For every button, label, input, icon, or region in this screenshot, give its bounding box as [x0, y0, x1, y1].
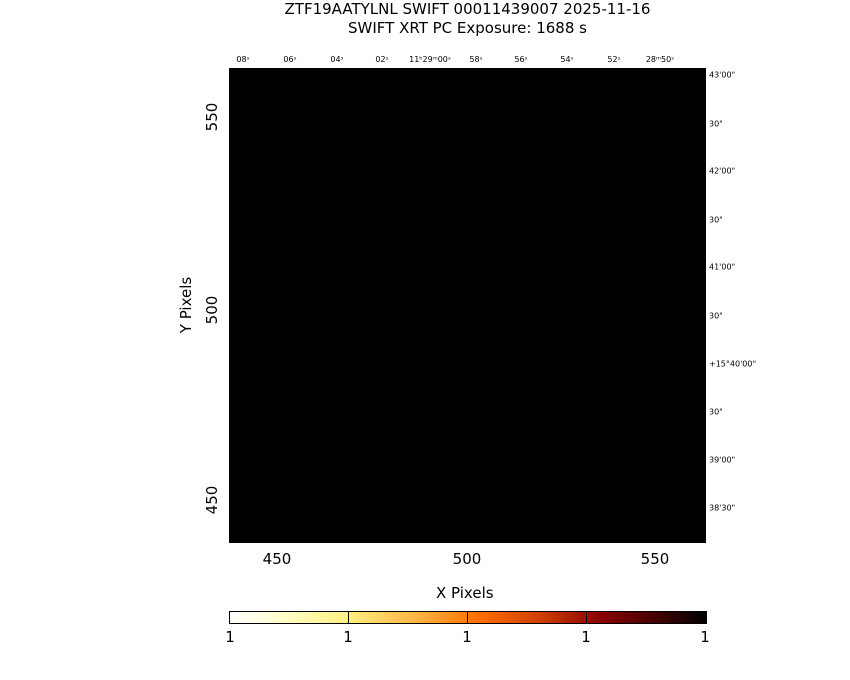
plot-title: ZTF19AATYLNL SWIFT 00011439007 2025-11-1… — [284, 0, 651, 18]
y-tick-label: 550 — [203, 102, 221, 132]
colorbar-divider — [467, 611, 468, 623]
dec-tick-label: 30" — [709, 311, 723, 321]
colorbar-tick-label: 1 — [225, 628, 235, 646]
x-axis-label: X Pixels — [436, 584, 494, 602]
ra-tick-label: 54ˢ — [560, 55, 574, 64]
ra-tick-label: 11ʰ29ᵐ00ˢ — [409, 55, 451, 64]
colorbar-divider — [586, 611, 587, 623]
dec-tick-label: 38'30" — [709, 503, 736, 513]
ra-tick-label: 28ᵐ50ˢ — [645, 55, 675, 64]
x-tick-label: 550 — [640, 550, 670, 568]
ra-tick-label: 06ˢ — [283, 55, 297, 64]
y-tick-label: 500 — [203, 295, 221, 325]
colorbar-tick-label: 1 — [700, 628, 710, 646]
ra-tick-label: 56ˢ — [514, 55, 528, 64]
dec-tick-label: 30" — [709, 119, 723, 129]
ra-tick-label: 02ˢ — [375, 55, 389, 64]
y-axis-label: Y Pixels — [177, 276, 195, 334]
image-panel — [229, 68, 706, 543]
x-tick-label: 450 — [262, 550, 292, 568]
dec-tick-label: 41'00" — [709, 262, 736, 272]
plot-subtitle: SWIFT XRT PC Exposure: 1688 s — [348, 19, 587, 37]
dec-tick-label: 42'00" — [709, 166, 736, 176]
x-tick-label: 500 — [452, 550, 482, 568]
ra-tick-label: 58ˢ — [469, 55, 483, 64]
ra-tick-label: 08ˢ — [236, 55, 250, 64]
dec-tick-label: 43'00" — [709, 70, 736, 80]
dec-tick-label: 39'00" — [709, 455, 736, 465]
dec-tick-label: +15°40'00" — [709, 359, 757, 369]
colorbar — [229, 611, 707, 624]
ra-tick-label: 04ˢ — [330, 55, 344, 64]
colorbar-tick-label: 1 — [581, 628, 591, 646]
colorbar-tick-label: 1 — [343, 628, 353, 646]
y-tick-label: 450 — [203, 485, 221, 515]
colorbar-divider — [348, 611, 349, 623]
colorbar-tick-label: 1 — [462, 628, 472, 646]
dec-tick-label: 30" — [709, 407, 723, 417]
ra-tick-label: 52ˢ — [607, 55, 621, 64]
dec-tick-label: 30" — [709, 215, 723, 225]
